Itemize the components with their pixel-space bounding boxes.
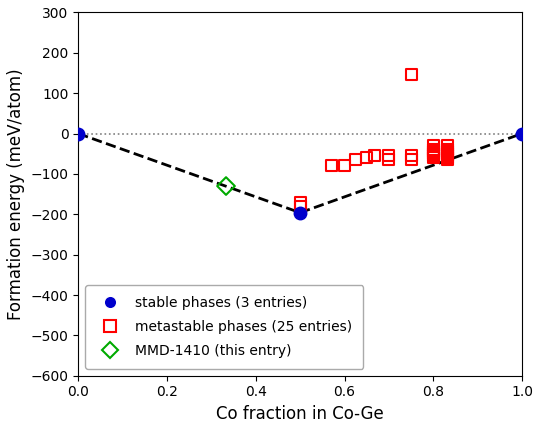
Point (444, 146, 453, 153)
Point (429, 152, 437, 159)
Point (429, 146, 437, 153)
Point (384, 152, 393, 159)
Point (222, 183, 231, 190)
Point (296, 209, 305, 216)
Point (429, 142, 437, 149)
Point (296, 200, 305, 206)
Point (296, 203, 305, 210)
Point (407, 71, 415, 78)
Point (327, 163, 335, 169)
Point (429, 154, 437, 161)
Point (444, 150, 453, 157)
Point (444, 148, 453, 155)
Point (444, 142, 453, 149)
Point (429, 148, 437, 155)
X-axis label: Co fraction in Co-Ge: Co fraction in Co-Ge (216, 405, 384, 423)
Point (362, 154, 371, 161)
Point (74, 130, 83, 137)
Point (429, 150, 437, 157)
Point (384, 157, 393, 163)
Point (518, 130, 526, 137)
Point (444, 157, 453, 163)
Y-axis label: Formation energy (meV/atom): Formation energy (meV/atom) (7, 68, 25, 320)
Point (407, 152, 415, 159)
Point (370, 152, 379, 159)
Point (444, 154, 453, 161)
Point (340, 163, 349, 169)
Point (352, 157, 360, 163)
Legend: stable phases (3 entries), metastable phases (25 entries), MMD-1410 (this entry): stable phases (3 entries), metastable ph… (85, 285, 363, 369)
Point (407, 157, 415, 163)
Point (444, 152, 453, 159)
